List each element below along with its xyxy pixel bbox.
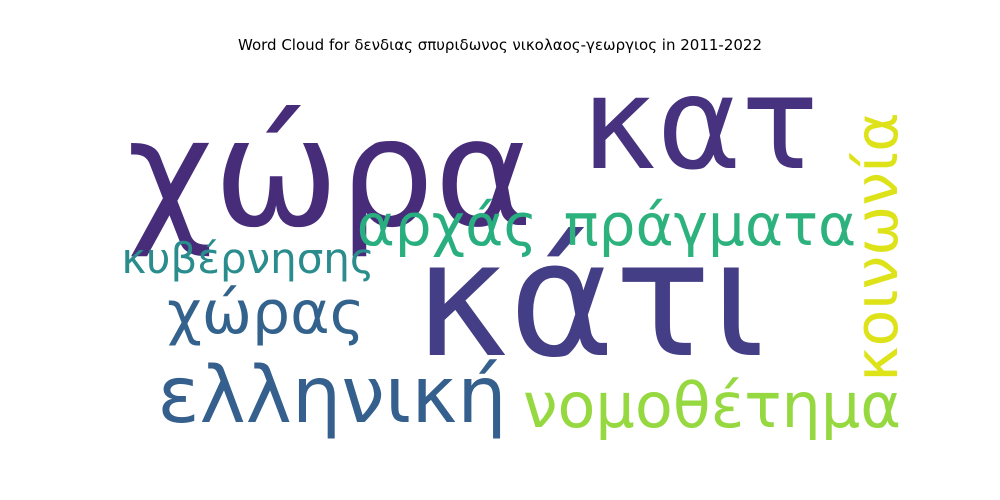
word-kati: κάτι bbox=[415, 206, 765, 393]
word-kyvernisis: κυβέρνησης bbox=[121, 234, 374, 283]
word-nomothetima: νομοθέτημα bbox=[523, 369, 901, 442]
chart-title: Word Cloud for δενδιας σπυριδωνος νικολα… bbox=[238, 36, 762, 54]
word-elliniki: ελληνική bbox=[157, 351, 506, 441]
word-archas: αρχάς bbox=[357, 191, 538, 259]
word-kat: κατ bbox=[582, 50, 819, 199]
word-choras: χώρας bbox=[167, 278, 365, 348]
word-pragmata: πράγματα bbox=[564, 191, 857, 259]
word-koinonia: κοινωνία bbox=[842, 112, 912, 382]
word-chora: χώρα bbox=[127, 87, 533, 261]
